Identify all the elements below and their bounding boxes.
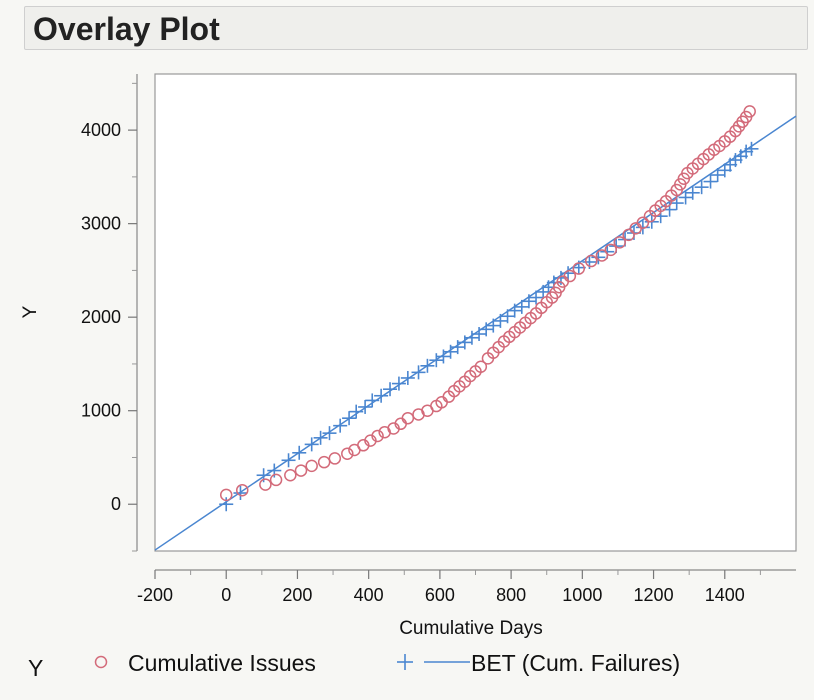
- x-tick-label: 0: [221, 585, 231, 605]
- bet-point: [685, 185, 700, 200]
- cumulative-issues-point: [259, 478, 272, 491]
- x-tick-label: 600: [425, 585, 455, 605]
- x-axis-title: Cumulative Days: [399, 618, 543, 639]
- legend-marker-bet: [397, 654, 470, 670]
- legend-label-cumulative-issues[interactable]: Cumulative Issues: [128, 650, 316, 676]
- bet-point: [561, 266, 576, 281]
- legend-label-bet[interactable]: BET (Cum. Failures): [471, 650, 680, 676]
- bet-point: [219, 497, 234, 512]
- cumulative-issues-point: [622, 228, 635, 242]
- bet-point: [710, 168, 725, 183]
- bet-point: [313, 430, 328, 445]
- bet-point: [493, 313, 508, 328]
- x-tick-label: -200: [137, 585, 173, 605]
- cumulative-issues-point: [235, 483, 249, 497]
- bet-point: [521, 294, 536, 309]
- cumulative-issues-point: [401, 411, 415, 425]
- bet-point: [514, 299, 529, 314]
- bet-point: [281, 453, 296, 468]
- bet-point: [635, 220, 650, 235]
- cumulative-issues-point: [294, 464, 308, 477]
- cumulative-issues-point: [584, 254, 598, 268]
- bet-point: [349, 404, 364, 419]
- bet-point: [391, 376, 406, 391]
- cumulative-issues-point: [269, 473, 283, 487]
- x-axis-ticks: -200 0 200 400 600 800 1000 1200 1400: [137, 570, 761, 605]
- page-title: Overlay Plot: [33, 11, 220, 47]
- bet-point: [304, 437, 319, 452]
- bet-point: [507, 303, 522, 318]
- legend-title: Y: [28, 655, 43, 681]
- bet-point: [500, 309, 515, 324]
- x-tick-label: 1200: [634, 585, 674, 605]
- cumulative-issues-point: [604, 243, 618, 257]
- cumulative-issues-point: [341, 447, 354, 460]
- cumulative-issues-point: [563, 269, 577, 283]
- legend: Y Cumulative Issues BET (Cum. Failures): [28, 650, 680, 681]
- bet-point: [703, 174, 718, 189]
- cumulative-issues-point: [328, 452, 342, 465]
- cumulative-issues-point: [371, 429, 384, 443]
- title-bar: Overlay Plot: [24, 6, 808, 50]
- bet-point: [365, 393, 380, 408]
- bet-point: [591, 250, 606, 265]
- x-tick-label: 400: [354, 585, 384, 605]
- bet-point: [744, 141, 759, 156]
- x-tick-label: 200: [282, 585, 312, 605]
- y-tick-label: 0: [111, 494, 121, 514]
- legend-marker-cumulative-issues: [94, 655, 108, 669]
- cumulative-issues-point: [613, 236, 626, 249]
- x-tick-label: 1400: [705, 585, 745, 605]
- cumulative-issues-point: [474, 360, 488, 373]
- bet-point: [450, 340, 465, 355]
- bet-point: [383, 382, 398, 397]
- bet-point: [411, 365, 426, 380]
- bet-point: [694, 180, 709, 195]
- x-tick-label: 800: [496, 585, 526, 605]
- bet-point: [479, 322, 494, 337]
- bet-point: [333, 418, 348, 433]
- y-axis-ticks: 0 1000 2000 3000 4000: [81, 82, 137, 552]
- bet-point: [443, 344, 458, 359]
- bet-point: [678, 190, 693, 205]
- y-tick-label: 3000: [81, 214, 121, 234]
- cumulative-issues-point: [305, 459, 318, 473]
- cumulative-issues-point: [743, 105, 756, 118]
- cumulative-issues-point: [284, 468, 297, 482]
- bet-point: [464, 330, 479, 345]
- cumulative-issues-point: [636, 216, 650, 229]
- bet-point: [233, 486, 248, 501]
- bet-fit-line: [154, 115, 797, 551]
- bet-point: [472, 327, 487, 342]
- y-tick-label: 2000: [81, 307, 121, 327]
- y-axis-title: Y: [20, 305, 41, 318]
- bet-point: [342, 411, 357, 426]
- plot-area: [154, 105, 797, 551]
- bet-point: [486, 318, 501, 333]
- bet-point: [457, 335, 472, 350]
- bet-point: [400, 370, 415, 385]
- plot-frame: [154, 73, 797, 552]
- cumulative-issues-point: [317, 455, 331, 469]
- y-tick-label: 4000: [81, 120, 121, 140]
- bet-point: [420, 358, 435, 373]
- bet-point: [529, 290, 544, 305]
- cumulative-issues-point: [572, 262, 586, 275]
- cumulative-issues-point: [595, 249, 609, 262]
- bet-point: [322, 426, 337, 441]
- bet-point: [358, 399, 373, 414]
- bet-point: [374, 388, 389, 403]
- bet-point: [436, 349, 451, 364]
- cumulative-issues-point: [219, 488, 233, 502]
- bet-point: [429, 353, 444, 368]
- x-tick-label: 1000: [562, 585, 602, 605]
- y-tick-label: 1000: [81, 401, 121, 421]
- bet-point: [292, 445, 307, 460]
